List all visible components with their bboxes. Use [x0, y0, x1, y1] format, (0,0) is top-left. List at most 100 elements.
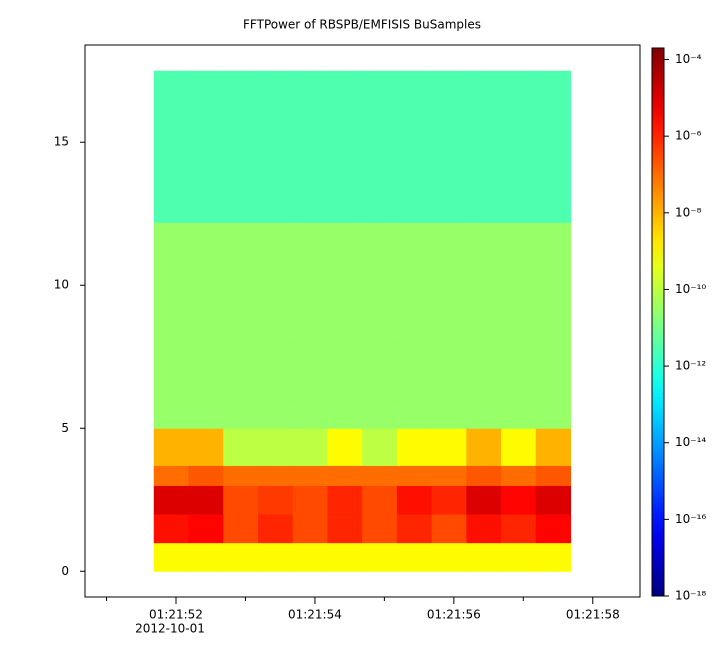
- chart-title: FFTPower of RBSPB/EMFISIS BuSamples: [243, 18, 481, 32]
- spectrogram-cell: [396, 465, 433, 486]
- spectrogram-cell: [257, 342, 294, 401]
- spectrogram-cell: [327, 465, 363, 486]
- spectrogram-cell: [223, 70, 259, 143]
- spectrogram-cell: [153, 342, 189, 401]
- spectrogram-cell: [327, 142, 363, 223]
- spectrogram-cell: [362, 514, 398, 544]
- spectrogram-cell: [466, 465, 502, 486]
- spectrogram-cell: [257, 514, 294, 544]
- spectrogram-cell: [223, 428, 259, 466]
- spectrogram-cell: [535, 514, 572, 544]
- spectrogram-cell: [188, 142, 224, 223]
- spectrogram-cell: [396, 342, 433, 401]
- spectrogram-cell: [257, 285, 294, 343]
- spectrogram-cell: [153, 142, 189, 223]
- x-tick-label: 01:21:56: [427, 608, 481, 622]
- spectrogram-cell: [188, 70, 224, 143]
- spectrogram-cell: [396, 142, 433, 223]
- spectrogram-cell: [257, 542, 294, 572]
- spectrogram-cell: [153, 514, 189, 544]
- spectrogram-cell: [362, 542, 398, 572]
- spectrogram-cell: [223, 342, 259, 401]
- spectrogram-cell: [327, 485, 363, 515]
- spectrogram-cell: [292, 285, 328, 343]
- spectrogram-cell: [257, 428, 294, 466]
- spectrogram-cell: [153, 285, 189, 343]
- spectrogram-cell: [535, 542, 572, 572]
- spectrogram-cell: [188, 399, 224, 429]
- spectrogram-cell: [292, 428, 328, 466]
- y-tick-label: 5: [61, 421, 69, 435]
- colorbar-tick-label: 10⁻¹⁶: [675, 512, 706, 526]
- spectrogram-cell: [431, 399, 467, 429]
- spectrogram-cell: [535, 428, 572, 466]
- spectrogram-cell: [396, 70, 433, 143]
- spectrogram-cell: [362, 285, 398, 343]
- spectrogram-cell: [223, 222, 259, 286]
- spectrogram-cell: [362, 485, 398, 515]
- spectrogram-cell: [431, 542, 467, 572]
- spectrogram-cell: [257, 399, 294, 429]
- spectrogram-cell: [257, 222, 294, 286]
- spectrogram-cell: [292, 342, 328, 401]
- spectrogram-cell: [431, 342, 467, 401]
- spectrogram-cell: [466, 142, 502, 223]
- spectrogram-cell: [188, 285, 224, 343]
- spectrogram-cell: [501, 485, 537, 515]
- spectrogram-cell: [153, 542, 189, 572]
- spectrogram-cell: [431, 514, 467, 544]
- spectrogram-cell: [292, 70, 328, 143]
- spectrogram-cell: [396, 285, 433, 343]
- colorbar-tick-label: 10⁻¹⁴: [675, 435, 706, 449]
- spectrogram-cell: [153, 428, 189, 466]
- spectrogram-cell: [431, 142, 467, 223]
- spectrogram-cell: [257, 485, 294, 515]
- spectrogram-cell: [501, 514, 537, 544]
- spectrogram-cell: [466, 542, 502, 572]
- spectrogram-cell: [292, 399, 328, 429]
- spectrogram-cell: [501, 399, 537, 429]
- spectrogram-cell: [396, 485, 433, 515]
- spectrogram-cell: [153, 465, 189, 486]
- spectrogram-cell: [362, 428, 398, 466]
- colorbar-tick-label: 10⁻¹⁰: [675, 282, 706, 296]
- colorbar-tick-label: 10⁻⁶: [675, 129, 702, 143]
- x-date-label: 2012-10-01: [135, 622, 205, 636]
- spectrogram-cell: [188, 485, 224, 515]
- spectrogram-cell: [535, 485, 572, 515]
- spectrogram-cell: [153, 222, 189, 286]
- spectrogram-cell: [431, 222, 467, 286]
- spectrogram-cell: [257, 142, 294, 223]
- spectrogram-cell: [501, 222, 537, 286]
- spectrogram-cell: [431, 70, 467, 143]
- spectrogram-cell: [223, 485, 259, 515]
- spectrogram-cell: [396, 399, 433, 429]
- spectrogram-cell: [396, 514, 433, 544]
- spectrogram-cell: [466, 342, 502, 401]
- spectrogram-cell: [223, 542, 259, 572]
- spectrogram-cell: [535, 70, 572, 143]
- spectrogram-cell: [362, 399, 398, 429]
- spectrogram-cell: [327, 514, 363, 544]
- y-tick-label: 0: [61, 564, 69, 578]
- spectrogram-cell: [362, 142, 398, 223]
- y-tick-label: 10: [54, 278, 69, 292]
- spectrogram-cell: [396, 428, 433, 466]
- colorbar-tick-label: 10⁻¹⁸: [675, 589, 706, 603]
- spectrogram-cell: [535, 465, 572, 486]
- spectrogram-cell: [327, 285, 363, 343]
- spectrogram-cell: [501, 428, 537, 466]
- spectrogram-cell: [535, 285, 572, 343]
- spectrogram-cell: [223, 142, 259, 223]
- colorbar-tick-label: 10⁻¹²: [675, 359, 706, 373]
- spectrogram-cell: [362, 70, 398, 143]
- y-tick-label: 15: [54, 135, 69, 149]
- spectrogram-cell: [153, 399, 189, 429]
- spectrogram-cell: [501, 285, 537, 343]
- spectrogram-cell: [292, 485, 328, 515]
- spectrogram-cell: [188, 514, 224, 544]
- spectrogram: [153, 70, 572, 572]
- spectrogram-cell: [466, 428, 502, 466]
- spectrogram-cell: [292, 465, 328, 486]
